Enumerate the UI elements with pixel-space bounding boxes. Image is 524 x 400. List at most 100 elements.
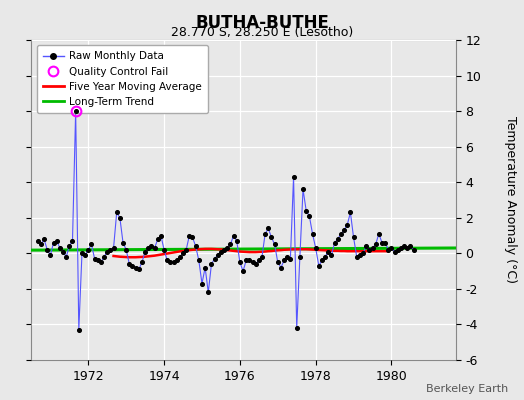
Point bbox=[214, 252, 222, 258]
Point bbox=[81, 252, 89, 258]
Point bbox=[144, 245, 152, 251]
Point bbox=[321, 254, 329, 260]
Point bbox=[394, 246, 402, 253]
Point bbox=[172, 257, 181, 264]
Point bbox=[201, 264, 209, 271]
Point bbox=[52, 238, 61, 244]
Point bbox=[59, 248, 67, 255]
Point bbox=[372, 241, 380, 248]
Point bbox=[208, 261, 216, 267]
Point bbox=[88, 241, 96, 248]
Legend: Raw Monthly Data, Quality Control Fail, Five Year Moving Average, Long-Term Tren: Raw Monthly Data, Quality Control Fail, … bbox=[37, 45, 208, 113]
Point bbox=[116, 214, 124, 221]
Point bbox=[248, 259, 257, 266]
Point bbox=[94, 257, 102, 264]
Point bbox=[128, 262, 137, 269]
Point bbox=[277, 264, 285, 271]
Point bbox=[34, 238, 42, 244]
Point bbox=[103, 248, 112, 255]
Point bbox=[191, 243, 200, 250]
Point bbox=[292, 325, 301, 331]
Point bbox=[328, 252, 336, 258]
Point bbox=[204, 289, 212, 296]
Text: 28.770 S, 28.250 E (Lesotho): 28.770 S, 28.250 E (Lesotho) bbox=[171, 26, 353, 39]
Point bbox=[311, 245, 320, 251]
Point bbox=[359, 250, 367, 256]
Point bbox=[211, 256, 219, 262]
Point bbox=[198, 280, 206, 287]
Point bbox=[43, 246, 51, 253]
Point bbox=[368, 245, 377, 251]
Point bbox=[138, 259, 146, 266]
Point bbox=[365, 246, 374, 253]
Point bbox=[84, 246, 92, 253]
Point bbox=[308, 230, 316, 237]
Point bbox=[236, 259, 244, 266]
Y-axis label: Temperature Anomaly (°C): Temperature Anomaly (°C) bbox=[504, 116, 517, 284]
Point bbox=[390, 248, 399, 255]
Point bbox=[223, 245, 232, 251]
Point bbox=[245, 257, 254, 264]
Point bbox=[49, 240, 58, 246]
Point bbox=[97, 259, 105, 266]
Point bbox=[147, 243, 156, 250]
Point bbox=[305, 213, 313, 219]
Point bbox=[387, 245, 396, 251]
Point bbox=[270, 241, 279, 248]
Point bbox=[261, 230, 269, 237]
Point bbox=[378, 240, 386, 246]
Point bbox=[289, 174, 298, 180]
Point bbox=[283, 254, 291, 260]
Point bbox=[135, 266, 143, 272]
Point bbox=[356, 252, 364, 258]
Point bbox=[122, 246, 130, 253]
Point bbox=[242, 257, 250, 264]
Point bbox=[78, 250, 86, 256]
Point bbox=[334, 236, 342, 242]
Point bbox=[340, 227, 348, 234]
Point bbox=[157, 232, 165, 239]
Point bbox=[185, 232, 193, 239]
Point bbox=[188, 234, 196, 240]
Point bbox=[286, 256, 294, 262]
Point bbox=[217, 248, 225, 255]
Point bbox=[403, 245, 411, 251]
Point bbox=[179, 250, 187, 256]
Point bbox=[91, 256, 99, 262]
Point bbox=[381, 240, 389, 246]
Text: Berkeley Earth: Berkeley Earth bbox=[426, 384, 508, 394]
Point bbox=[397, 245, 405, 251]
Point bbox=[318, 257, 326, 264]
Point bbox=[406, 243, 414, 250]
Point bbox=[255, 257, 263, 264]
Point bbox=[194, 257, 203, 264]
Point bbox=[314, 262, 323, 269]
Point bbox=[74, 326, 83, 333]
Point bbox=[100, 254, 108, 260]
Point bbox=[46, 252, 54, 258]
Point bbox=[141, 248, 149, 255]
Point bbox=[400, 243, 408, 250]
Point bbox=[226, 241, 235, 248]
Point bbox=[37, 241, 45, 248]
Point bbox=[119, 240, 127, 246]
Point bbox=[375, 230, 383, 237]
Point bbox=[280, 257, 288, 264]
Point bbox=[166, 259, 174, 266]
Point bbox=[346, 209, 355, 216]
Point bbox=[252, 261, 260, 267]
Point bbox=[182, 246, 190, 253]
Point bbox=[299, 186, 307, 192]
Point bbox=[258, 254, 266, 260]
Point bbox=[362, 243, 370, 250]
Point bbox=[343, 222, 352, 228]
Point bbox=[331, 240, 339, 246]
Point bbox=[239, 268, 247, 274]
Point bbox=[62, 254, 70, 260]
Point bbox=[65, 243, 73, 250]
Point bbox=[274, 259, 282, 266]
Point bbox=[409, 246, 418, 253]
Point bbox=[113, 209, 121, 216]
Point bbox=[71, 108, 80, 114]
Point bbox=[337, 230, 345, 237]
